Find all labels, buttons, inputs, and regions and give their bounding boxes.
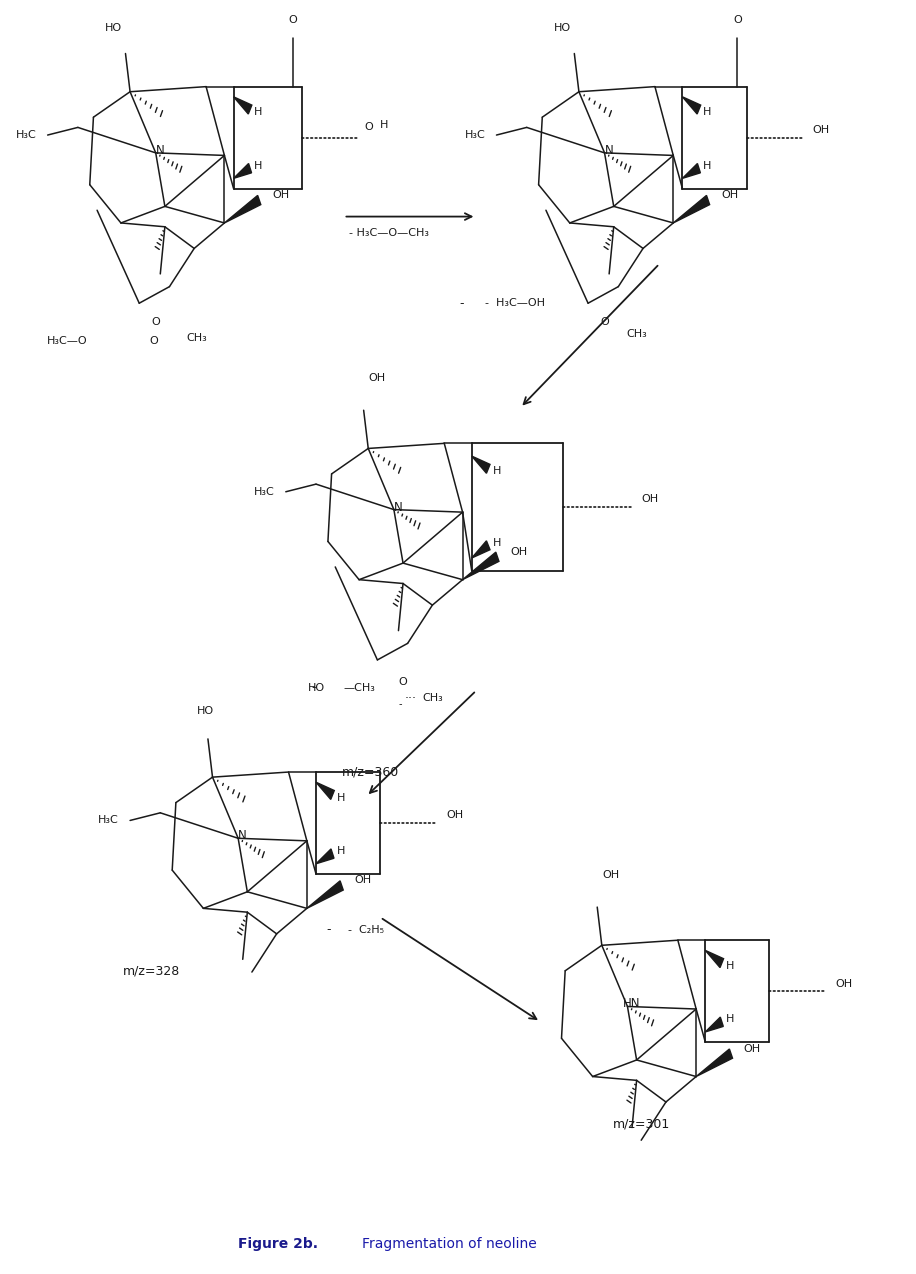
Text: H: H bbox=[725, 1014, 735, 1024]
Text: m/z=301: m/z=301 bbox=[613, 1117, 670, 1130]
Text: -: - bbox=[311, 682, 316, 694]
Text: HO: HO bbox=[308, 683, 325, 693]
Text: O: O bbox=[733, 15, 742, 25]
Text: H₃C: H₃C bbox=[16, 130, 37, 140]
Text: H: H bbox=[703, 107, 712, 117]
Polygon shape bbox=[316, 848, 334, 864]
Text: O: O bbox=[149, 336, 158, 347]
Text: —CH₃: —CH₃ bbox=[344, 683, 376, 693]
Text: OH: OH bbox=[354, 875, 372, 885]
Polygon shape bbox=[463, 552, 499, 580]
Text: -: - bbox=[460, 297, 464, 310]
Text: OH: OH bbox=[641, 494, 659, 505]
Text: H: H bbox=[254, 107, 263, 117]
Polygon shape bbox=[682, 97, 701, 113]
Text: H: H bbox=[254, 161, 263, 171]
Text: - H₃C—O—CH₃: - H₃C—O—CH₃ bbox=[349, 228, 430, 238]
Text: H₃C: H₃C bbox=[464, 130, 485, 140]
Text: OH: OH bbox=[272, 190, 289, 200]
Polygon shape bbox=[705, 950, 724, 967]
Polygon shape bbox=[705, 1017, 724, 1032]
Polygon shape bbox=[682, 163, 701, 178]
Text: HN: HN bbox=[623, 998, 641, 1010]
Text: H₃C: H₃C bbox=[254, 487, 275, 497]
Text: H: H bbox=[493, 466, 502, 476]
Text: Figure 2b.: Figure 2b. bbox=[238, 1237, 318, 1251]
Text: O: O bbox=[398, 676, 408, 687]
Text: O: O bbox=[365, 122, 374, 132]
Text: H: H bbox=[336, 792, 345, 803]
Text: OH: OH bbox=[744, 1043, 761, 1054]
Polygon shape bbox=[673, 195, 710, 223]
Polygon shape bbox=[234, 97, 252, 113]
Text: OH: OH bbox=[369, 373, 386, 383]
Text: -: - bbox=[326, 924, 331, 936]
Text: N: N bbox=[394, 501, 403, 513]
Text: -: - bbox=[398, 699, 402, 710]
Text: OH: OH bbox=[603, 870, 619, 880]
Text: CH₃: CH₃ bbox=[627, 329, 647, 339]
Polygon shape bbox=[316, 782, 334, 799]
Polygon shape bbox=[307, 880, 344, 908]
Text: OH: OH bbox=[812, 125, 830, 135]
Polygon shape bbox=[696, 1049, 733, 1077]
Text: CH₃: CH₃ bbox=[187, 333, 207, 343]
Text: H₃C—O: H₃C—O bbox=[47, 336, 87, 347]
Text: N: N bbox=[156, 144, 165, 157]
Text: m/z=328: m/z=328 bbox=[123, 964, 180, 977]
Text: N: N bbox=[238, 829, 247, 842]
Text: m/z=360: m/z=360 bbox=[343, 766, 399, 778]
Text: -  H₃C—OH: - H₃C—OH bbox=[485, 298, 546, 308]
Polygon shape bbox=[224, 195, 261, 223]
Text: OH: OH bbox=[446, 810, 463, 820]
Text: -  C₂H₅: - C₂H₅ bbox=[348, 925, 384, 935]
Text: H: H bbox=[725, 961, 735, 971]
Text: O: O bbox=[289, 15, 298, 25]
Polygon shape bbox=[234, 163, 252, 178]
Text: H₃C: H₃C bbox=[98, 815, 119, 826]
Text: ···: ··· bbox=[405, 692, 417, 705]
Text: HO: HO bbox=[105, 23, 122, 33]
Text: HO: HO bbox=[197, 706, 213, 716]
Text: H: H bbox=[703, 161, 712, 171]
Text: N: N bbox=[605, 144, 614, 157]
Text: HO: HO bbox=[554, 23, 571, 33]
Polygon shape bbox=[472, 541, 490, 558]
Text: OH: OH bbox=[721, 190, 738, 200]
Text: OH: OH bbox=[510, 547, 528, 557]
Text: CH₃: CH₃ bbox=[422, 693, 442, 703]
Text: OH: OH bbox=[835, 978, 853, 989]
Text: Fragmentation of neoline: Fragmentation of neoline bbox=[362, 1237, 537, 1251]
Text: H: H bbox=[380, 120, 388, 130]
Polygon shape bbox=[472, 456, 490, 473]
Text: H: H bbox=[336, 846, 345, 856]
Text: H: H bbox=[493, 538, 502, 548]
Text: O: O bbox=[151, 317, 160, 327]
Text: O: O bbox=[600, 317, 609, 327]
